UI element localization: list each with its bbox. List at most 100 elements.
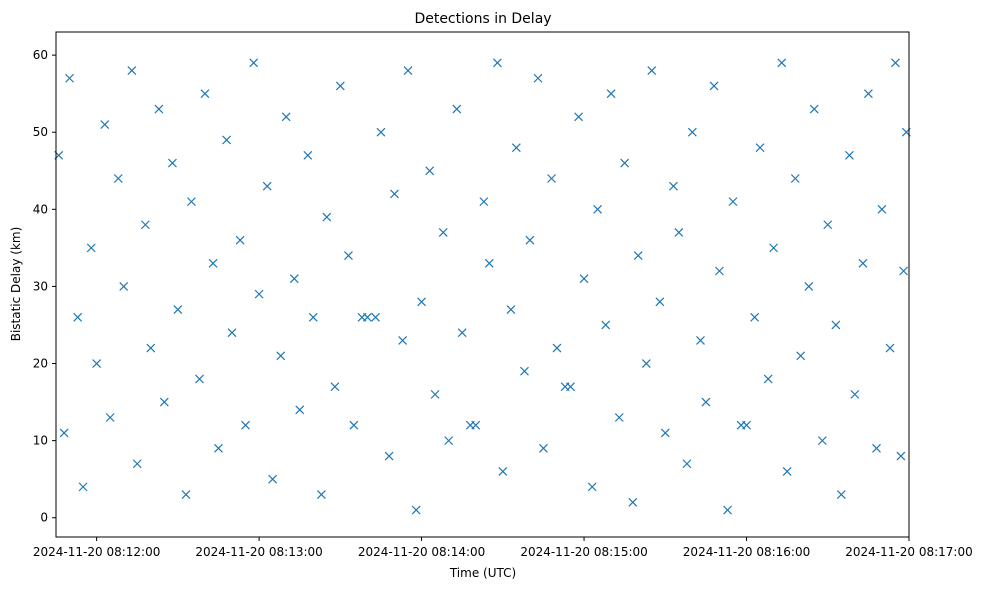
x-tick-label-2: 2024-11-20 08:14:00 <box>358 545 485 559</box>
data-point-123 <box>885 343 895 353</box>
data-point-105 <box>763 374 773 384</box>
data-point-94 <box>687 127 697 137</box>
data-point-35 <box>289 274 299 284</box>
y-tick-label-5: 50 <box>33 125 48 139</box>
data-point-6 <box>92 359 102 368</box>
data-point-23 <box>208 258 218 268</box>
data-point-103 <box>750 312 760 322</box>
data-point-59 <box>452 104 462 114</box>
data-point-126 <box>899 266 909 276</box>
data-point-90 <box>660 428 670 438</box>
data-point-47 <box>371 312 380 322</box>
data-point-72 <box>539 443 548 453</box>
data-point-46 <box>362 312 372 322</box>
data-point-1 <box>59 428 69 438</box>
x-tick-label-0: 2024-11-20 08:12:00 <box>33 545 160 559</box>
data-point-57 <box>438 228 448 237</box>
x-tick-label-5: 2024-11-20 08:17:00 <box>845 545 972 559</box>
plot-frame <box>55 31 910 538</box>
data-point-83 <box>614 413 624 422</box>
data-point-40 <box>322 212 332 222</box>
y-tick-label-0: 0 <box>40 511 48 525</box>
data-point-26 <box>227 328 237 338</box>
data-point-100 <box>728 197 738 207</box>
data-point-52 <box>403 66 413 75</box>
data-point-19 <box>181 490 191 500</box>
data-point-27 <box>235 235 245 245</box>
data-point-110 <box>796 351 806 361</box>
data-point-95 <box>696 335 705 345</box>
data-point-80 <box>593 204 603 214</box>
data-point-96 <box>701 397 711 407</box>
data-point-41 <box>330 382 340 392</box>
data-point-65 <box>492 58 502 68</box>
data-point-98 <box>715 266 724 276</box>
data-point-119 <box>858 258 868 268</box>
data-point-10 <box>119 282 129 291</box>
data-point-15 <box>154 104 164 114</box>
data-point-71 <box>533 73 543 83</box>
data-point-87 <box>641 359 651 368</box>
data-point-88 <box>647 66 657 75</box>
data-point-93 <box>682 459 692 469</box>
data-point-44 <box>349 420 359 430</box>
data-point-99 <box>723 505 732 515</box>
data-point-7 <box>100 120 110 129</box>
data-point-24 <box>214 443 223 453</box>
data-point-79 <box>587 482 597 492</box>
data-point-56 <box>430 389 440 399</box>
data-point-53 <box>411 505 421 515</box>
data-point-4 <box>78 482 88 492</box>
y-axis-label: Bistatic Delay (km) <box>9 227 23 342</box>
data-point-67 <box>506 305 516 314</box>
data-point-109 <box>790 174 800 183</box>
data-point-86 <box>633 251 643 261</box>
data-point-125 <box>896 451 906 461</box>
chart-title: Detections in Delay <box>414 11 551 27</box>
data-point-68 <box>511 143 521 153</box>
data-point-97 <box>709 81 719 91</box>
data-point-121 <box>872 443 881 453</box>
data-point-33 <box>276 351 286 361</box>
data-point-74 <box>552 343 562 353</box>
data-point-28 <box>241 420 250 430</box>
data-point-16 <box>159 397 169 407</box>
data-point-84 <box>620 158 630 168</box>
data-point-60 <box>457 328 467 338</box>
data-point-25 <box>222 135 232 145</box>
data-point-42 <box>335 81 345 91</box>
data-point-37 <box>303 150 313 160</box>
data-point-49 <box>384 451 394 461</box>
data-point-13 <box>140 220 150 230</box>
x-tick-label-4: 2024-11-20 08:16:00 <box>683 545 810 559</box>
data-point-85 <box>628 497 638 507</box>
data-point-39 <box>316 490 326 500</box>
data-point-82 <box>606 89 616 99</box>
data-point-70 <box>525 235 535 245</box>
data-point-5 <box>86 243 96 253</box>
data-point-113 <box>817 436 827 446</box>
data-point-108 <box>782 467 792 476</box>
data-point-102 <box>742 420 751 430</box>
data-point-51 <box>398 335 408 345</box>
data-point-43 <box>344 251 353 261</box>
data-point-20 <box>186 197 196 207</box>
y-tick-label-6: 60 <box>33 48 48 62</box>
scatter-marks <box>54 58 911 515</box>
data-point-117 <box>845 150 854 160</box>
data-point-116 <box>836 490 846 500</box>
data-point-77 <box>574 112 584 122</box>
y-axis: 0 10 20 30 40 50 60 <box>33 48 56 525</box>
data-point-3 <box>73 312 83 322</box>
data-point-12 <box>132 459 142 469</box>
data-point-22 <box>200 89 210 99</box>
y-tick-label-4: 40 <box>33 202 48 216</box>
data-point-120 <box>863 89 873 99</box>
data-point-81 <box>601 320 611 330</box>
data-point-54 <box>417 297 426 307</box>
data-point-92 <box>674 228 684 237</box>
data-point-11 <box>127 66 137 75</box>
data-point-58 <box>444 436 454 446</box>
